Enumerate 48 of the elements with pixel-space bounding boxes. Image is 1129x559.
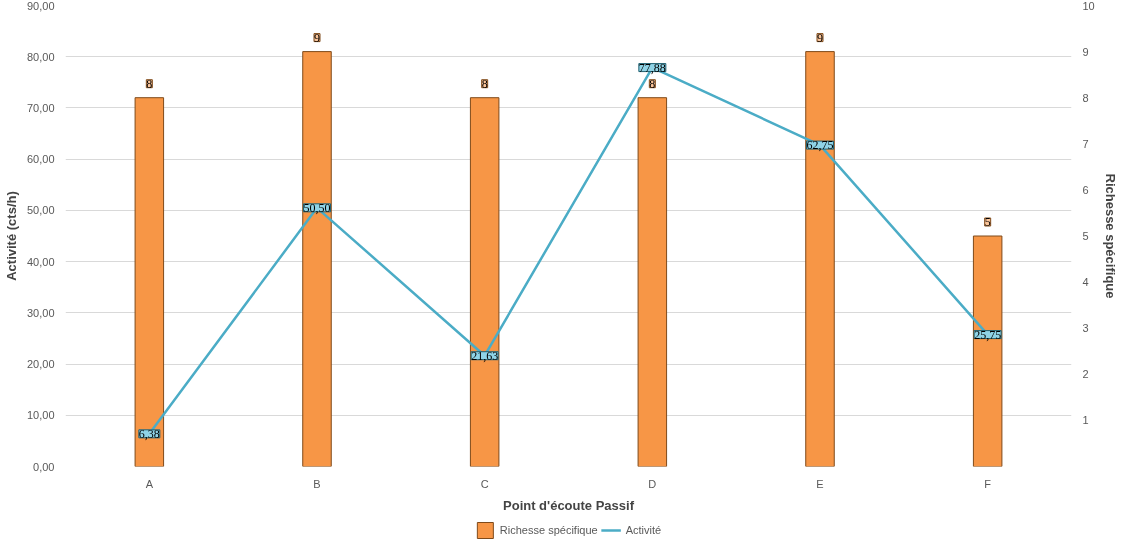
data-label: 25,75 — [974, 327, 1002, 342]
data-label: 9 — [314, 30, 320, 45]
y2-tick-label: 5 — [1082, 230, 1089, 242]
data-label: 50,50 — [303, 200, 331, 215]
y-tick-label: 40,00 — [26, 255, 55, 268]
y-tick-label: 0,00 — [33, 460, 55, 473]
y-tick-label: 80,00 — [26, 50, 55, 63]
y2-tick-label: 6 — [1082, 183, 1089, 196]
data-label: 8 — [481, 76, 488, 91]
y-tick-label: 60,00 — [26, 153, 55, 166]
data-label: 62,75 — [806, 138, 834, 153]
data-label: 21,63 — [471, 348, 499, 363]
bar — [302, 51, 332, 467]
x-tick-label: B — [313, 477, 321, 490]
x-tick-label: A — [145, 477, 154, 490]
bar — [637, 97, 668, 467]
y2-axis-title: Richesse spécifique — [1102, 173, 1118, 299]
bar — [469, 97, 500, 467]
y-tick-label: 70,00 — [26, 101, 55, 114]
legend-label: Activité — [625, 524, 662, 536]
bar — [805, 51, 835, 467]
data-label: 77,88 — [638, 60, 666, 75]
bar — [134, 97, 165, 467]
y2-tick-label: 4 — [1082, 276, 1089, 289]
x-tick-label: C — [480, 477, 489, 490]
y-tick-label: 20,00 — [26, 358, 55, 371]
bar — [972, 235, 1003, 467]
x-axis-title: Point d'écoute Passif — [503, 497, 635, 513]
y-tick-label: 30,00 — [26, 306, 55, 319]
x-tick-label: F — [984, 477, 992, 490]
y2-tick-label: 7 — [1082, 137, 1089, 150]
y-tick-label: 10,00 — [26, 409, 55, 422]
y-tick-label: 50,00 — [26, 204, 55, 217]
x-tick-label: D — [648, 477, 657, 490]
y2-tick-label: 2 — [1082, 368, 1089, 381]
data-label: 5 — [984, 215, 991, 229]
y2-tick-label: 8 — [1082, 91, 1089, 104]
data-label: 8 — [146, 76, 153, 91]
y2-tick-label: 3 — [1082, 322, 1089, 335]
y-axis-title: Activité (cts/h) — [3, 191, 19, 281]
y2-tick-label: 10 — [1082, 0, 1095, 12]
x-tick-label: E — [816, 477, 824, 490]
data-label: 8 — [649, 76, 656, 91]
data-label: 9 — [817, 30, 823, 45]
legend-label: Richesse spécifique — [499, 524, 598, 536]
y2-tick-label: 9 — [1082, 45, 1089, 58]
y2-tick-label: 1 — [1082, 414, 1089, 427]
y-tick-label: 90,00 — [26, 0, 55, 12]
